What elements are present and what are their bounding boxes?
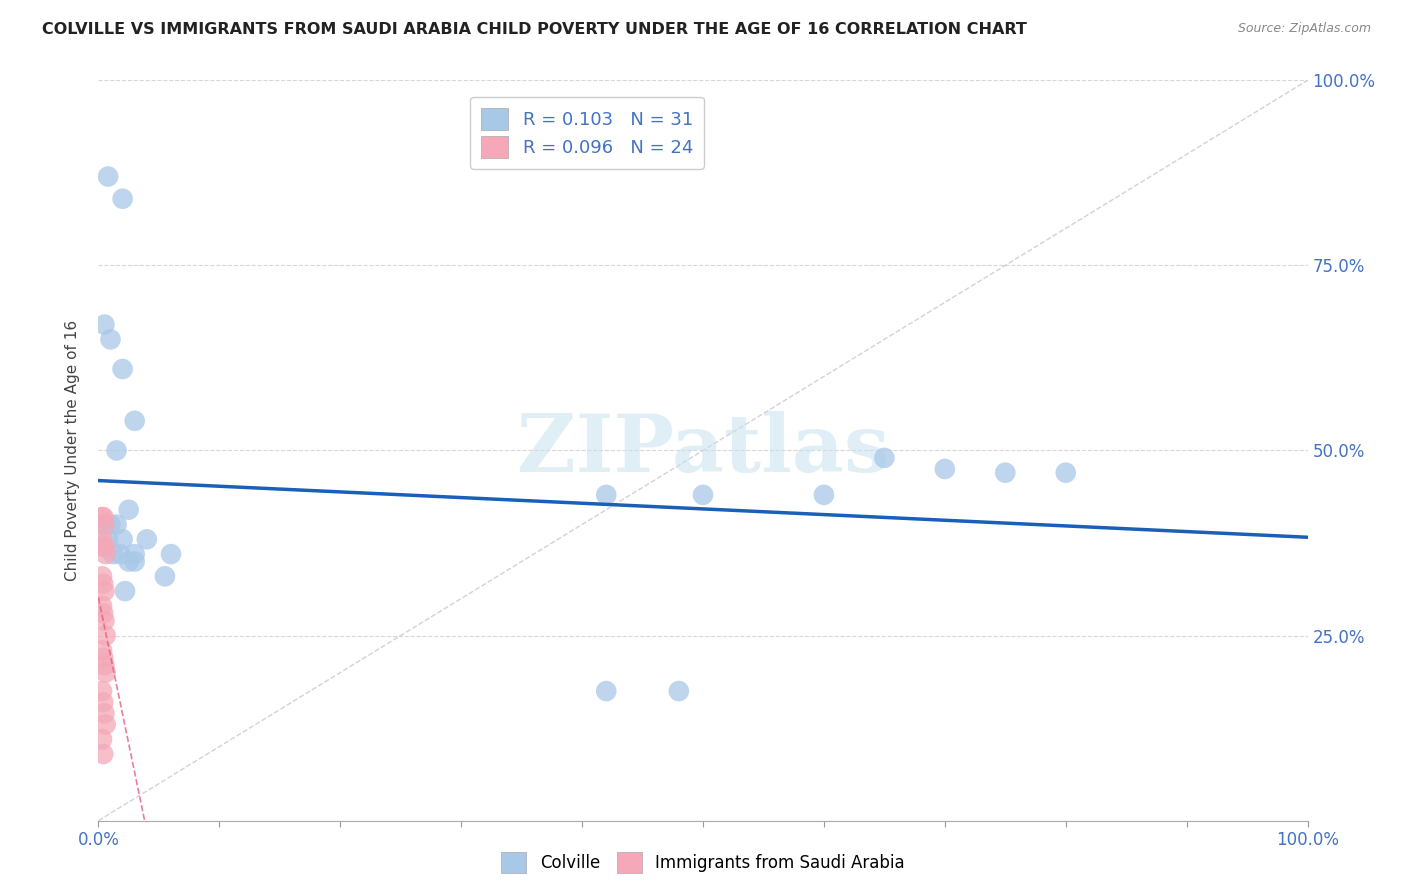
Point	[91, 599, 114, 613]
Point	[91, 533, 114, 547]
Point	[93, 614, 115, 628]
Point	[994, 466, 1017, 480]
Point	[124, 414, 146, 428]
Text: ZIPatlas: ZIPatlas	[517, 411, 889, 490]
Point	[873, 450, 896, 465]
Point	[668, 684, 690, 698]
Point	[124, 547, 146, 561]
Point	[595, 684, 617, 698]
Y-axis label: Child Poverty Under the Age of 16: Child Poverty Under the Age of 16	[65, 320, 80, 581]
Point	[101, 547, 124, 561]
Point	[124, 555, 146, 569]
Point	[813, 488, 835, 502]
Point	[97, 169, 120, 184]
Point	[91, 569, 114, 583]
Point	[91, 643, 114, 657]
Point	[93, 540, 115, 554]
Point	[1054, 466, 1077, 480]
Point	[105, 443, 128, 458]
Point	[93, 706, 115, 721]
Point	[93, 658, 115, 673]
Point	[108, 547, 131, 561]
Point	[91, 510, 114, 524]
Legend: R = 0.103   N = 31, R = 0.096   N = 24: R = 0.103 N = 31, R = 0.096 N = 24	[470, 96, 704, 169]
Point	[91, 576, 114, 591]
Point	[91, 607, 114, 621]
Point	[111, 533, 134, 547]
Point	[93, 584, 115, 599]
Point	[153, 569, 176, 583]
Point	[93, 517, 115, 532]
Point	[94, 547, 117, 561]
Point	[94, 665, 117, 680]
Point	[94, 628, 117, 642]
Point	[692, 488, 714, 502]
Text: Source: ZipAtlas.com: Source: ZipAtlas.com	[1237, 22, 1371, 36]
Point	[91, 650, 114, 665]
Point	[91, 747, 114, 761]
Point	[114, 584, 136, 599]
Point	[111, 362, 134, 376]
Point	[91, 695, 114, 709]
Point	[94, 717, 117, 731]
Point	[91, 684, 114, 698]
Point	[135, 533, 157, 547]
Point	[93, 517, 115, 532]
Point	[100, 517, 122, 532]
Point	[100, 332, 122, 346]
Point	[111, 192, 134, 206]
Point	[160, 547, 183, 561]
Point	[91, 732, 114, 747]
Point	[118, 555, 141, 569]
Point	[934, 462, 956, 476]
Point	[118, 502, 141, 516]
Point	[93, 318, 115, 332]
Text: COLVILLE VS IMMIGRANTS FROM SAUDI ARABIA CHILD POVERTY UNDER THE AGE OF 16 CORRE: COLVILLE VS IMMIGRANTS FROM SAUDI ARABIA…	[42, 22, 1026, 37]
Point	[595, 488, 617, 502]
Legend: Colville, Immigrants from Saudi Arabia: Colville, Immigrants from Saudi Arabia	[495, 846, 911, 880]
Point	[105, 517, 128, 532]
Point	[91, 510, 114, 524]
Point	[91, 540, 114, 554]
Point	[97, 533, 120, 547]
